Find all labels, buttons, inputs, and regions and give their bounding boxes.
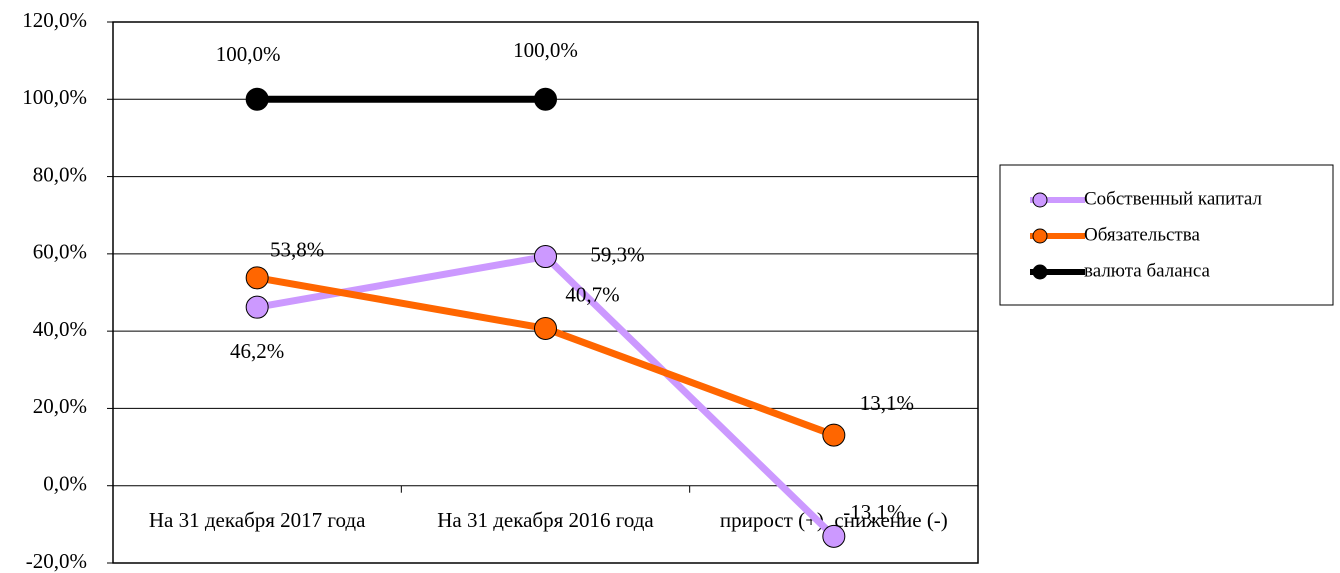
data-point: [822, 524, 846, 548]
y-tick-label: 40,0%: [33, 317, 87, 341]
legend-marker: [1032, 228, 1048, 244]
legend-marker: [1032, 192, 1048, 208]
data-label: 53,8%: [270, 238, 324, 262]
y-tick-label: 100,0%: [22, 85, 87, 109]
data-point: [534, 245, 557, 269]
data-label: 100,0%: [216, 42, 281, 66]
x-tick-label: На 31 декабря 2017 года: [149, 508, 366, 532]
data-point: [245, 266, 269, 290]
data-point: [245, 295, 269, 319]
legend-label: Собственный капитал: [1084, 188, 1262, 209]
y-tick-label: -20,0%: [26, 549, 87, 573]
data-label: 59,3%: [590, 242, 644, 266]
legend-label: Обязательства: [1084, 224, 1200, 245]
data-point: [534, 316, 557, 340]
data-point: [245, 87, 269, 111]
x-tick-label: На 31 декабря 2016 года: [437, 508, 654, 532]
data-point: [822, 423, 846, 447]
series-line: [256, 274, 836, 439]
plot-area: [112, 21, 979, 564]
y-tick-label: 0,0%: [43, 472, 87, 496]
y-tick-label: 80,0%: [33, 162, 87, 186]
data-point: [534, 87, 557, 111]
y-tick-label: 20,0%: [33, 394, 87, 418]
y-tick-label: 120,0%: [22, 8, 87, 32]
data-label: 100,0%: [513, 38, 578, 62]
series-line: [256, 252, 837, 539]
data-label: 40,7%: [565, 282, 619, 306]
data-label: 46,2%: [230, 339, 284, 363]
data-label: -13,1%: [843, 500, 904, 524]
legend-marker: [1032, 264, 1048, 280]
data-label: 13,1%: [860, 391, 914, 415]
legend-label: валюта баланса: [1084, 260, 1210, 281]
y-tick-label: 60,0%: [33, 240, 87, 264]
